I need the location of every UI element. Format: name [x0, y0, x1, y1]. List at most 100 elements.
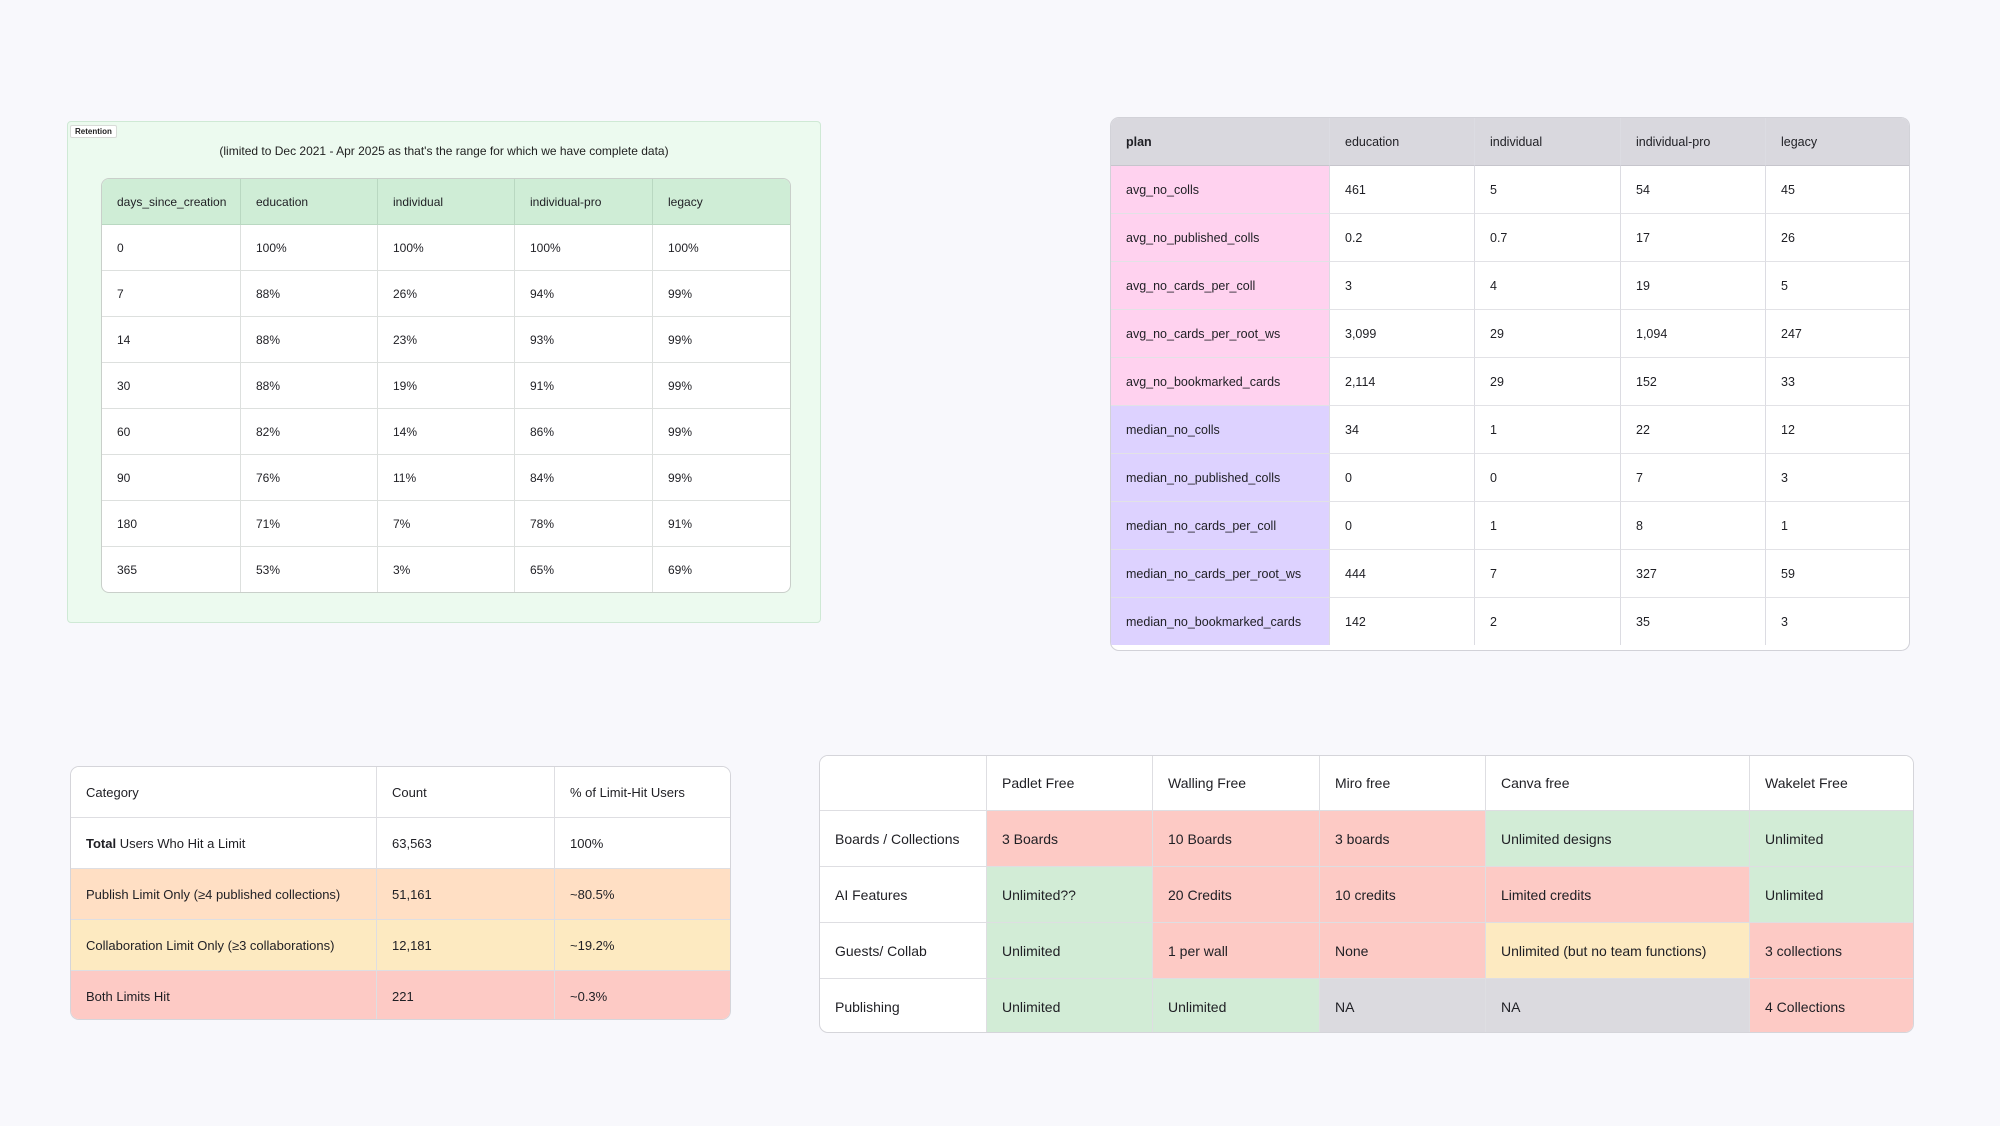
table-row: avg_no_cards_per_root_ws 3,099 29 1,094 …	[1111, 309, 1909, 357]
table-cell: 69%	[652, 546, 790, 592]
header-cell: Padlet Free	[986, 756, 1152, 811]
table-cell: Total Users Who Hit a Limit	[71, 818, 376, 868]
table-cell: 51,161	[376, 868, 554, 919]
table-row: median_no_published_colls 0 0 7 3	[1111, 453, 1909, 501]
table-row: avg_no_colls 461 5 54 45	[1111, 166, 1909, 213]
table-cell: Unlimited	[1749, 811, 1913, 866]
table-cell: 100%	[554, 818, 730, 868]
table-cell: 247	[1765, 309, 1909, 357]
retention-table[interactable]: days_since_creation education individual…	[101, 178, 791, 593]
table-cell: 7	[102, 270, 240, 316]
plan-metrics-table[interactable]: plan education individual individual-pro…	[1110, 117, 1910, 651]
table-header-row: days_since_creation education individual…	[102, 179, 790, 225]
row-label-cell: Boards / Collections	[835, 830, 960, 847]
metric-name-cell: median_no_bookmarked_cards	[1111, 597, 1329, 645]
table-cell: Publish Limit Only (≥4 published collect…	[71, 868, 376, 919]
table-cell: 22	[1620, 405, 1765, 453]
table-row: 0 100% 100% 100% 100%	[102, 225, 790, 270]
table-cell: 2,114	[1329, 357, 1474, 405]
header-cell: Canva free	[1485, 756, 1749, 811]
table-cell: 93%	[514, 316, 652, 362]
table-cell: 99%	[652, 408, 790, 454]
table-cell: 7%	[377, 500, 514, 546]
table-cell: Limited credits	[1485, 866, 1749, 922]
metric-name-cell: avg_no_cards_per_root_ws	[1111, 309, 1329, 357]
table-row: median_no_cards_per_coll 0 1 8 1	[1111, 501, 1909, 549]
table-cell: 45	[1765, 166, 1909, 213]
table-row: avg_no_published_colls 0.2 0.7 17 26	[1111, 213, 1909, 261]
table-cell: 1	[1474, 501, 1620, 549]
table-cell: ~80.5%	[554, 868, 730, 919]
table-cell: 7	[1474, 549, 1620, 597]
header-cell	[820, 756, 986, 811]
table-row: Publish Limit Only (≥4 published collect…	[71, 868, 730, 919]
table-cell: NA	[1319, 978, 1485, 1032]
table-cell: 76%	[240, 454, 377, 500]
table-cell: 60	[102, 408, 240, 454]
table-cell: 3	[1329, 261, 1474, 309]
table-cell: 82%	[240, 408, 377, 454]
table-row: 180 71% 7% 78% 91%	[102, 500, 790, 546]
table-header-row: Category Count % of Limit-Hit Users	[71, 767, 730, 818]
table-cell: 84%	[514, 454, 652, 500]
retention-note: (limited to Dec 2021 - Apr 2025 as that'…	[219, 144, 669, 158]
limit-hit-table[interactable]: Category Count % of Limit-Hit Users Tota…	[70, 766, 731, 1020]
metric-name-cell: median_no_cards_per_root_ws	[1111, 549, 1329, 597]
table-cell: 14%	[377, 408, 514, 454]
header-cell: education	[240, 179, 377, 225]
table-row: Publishing Unlimited Unlimited NA NA 4 C…	[820, 978, 1913, 1032]
table-cell: 65%	[514, 546, 652, 592]
table-row: Collaboration Limit Only (≥3 collaborati…	[71, 919, 730, 970]
table-cell: 0	[117, 240, 124, 255]
table-cell: 444	[1329, 549, 1474, 597]
table-cell: 53%	[240, 546, 377, 592]
table-cell: 12,181	[376, 919, 554, 970]
header-cell: plan	[1111, 118, 1329, 166]
table-cell: 29	[1474, 309, 1620, 357]
table-row: 365 53% 3% 65% 69%	[102, 546, 790, 592]
table-cell: 1,094	[1620, 309, 1765, 357]
table-cell: 91%	[652, 500, 790, 546]
header-cell: individual	[1474, 118, 1620, 166]
table-row: 14 88% 23% 93% 99%	[102, 316, 790, 362]
table-cell: 63,563	[376, 818, 554, 868]
table-cell: 99%	[652, 270, 790, 316]
header-cell: days_since_creation	[102, 179, 240, 225]
header-cell: % of Limit-Hit Users	[554, 767, 730, 818]
header-cell: individual-pro	[514, 179, 652, 225]
table-cell: 26%	[377, 270, 514, 316]
row-label-cell: Guests/ Collab	[820, 922, 986, 978]
metric-name-cell: median_no_colls	[1111, 405, 1329, 453]
table-row: median_no_cards_per_root_ws 444 7 327 59	[1111, 549, 1909, 597]
table-cell: 10 credits	[1319, 866, 1485, 922]
table-cell: 180	[102, 500, 240, 546]
table-row: avg_no_cards_per_coll 3 4 19 5	[1111, 261, 1909, 309]
header-cell: legacy	[652, 179, 790, 225]
table-cell: 3%	[377, 546, 514, 592]
table-cell: 3	[1765, 453, 1909, 501]
table-cell: 461	[1329, 166, 1474, 213]
table-cell: 99%	[652, 454, 790, 500]
table-cell: 11%	[377, 454, 514, 500]
retention-frame[interactable]: Retention (limited to Dec 2021 - Apr 202…	[67, 121, 821, 623]
table-header-row: plan education individual individual-pro…	[1111, 118, 1909, 166]
metric-name-cell: avg_no_colls	[1111, 166, 1329, 213]
table-row: Total Users Who Hit a Limit 63,563 100%	[71, 818, 730, 868]
frame-label[interactable]: Retention	[70, 125, 117, 138]
table-cell: 5	[1765, 261, 1909, 309]
competitor-comparison-table[interactable]: Padlet Free Walling Free Miro free Canva…	[819, 755, 1914, 1033]
header-cell: individual-pro	[1620, 118, 1765, 166]
table-cell: 5	[1474, 166, 1620, 213]
table-row: avg_no_bookmarked_cards 2,114 29 152 33	[1111, 357, 1909, 405]
table-cell: 20 Credits	[1152, 866, 1319, 922]
table-cell: 54	[1620, 166, 1765, 213]
table-cell: 1 per wall	[1152, 922, 1319, 978]
table-row: Both Limits Hit 221 ~0.3%	[71, 970, 730, 1019]
table-row: Boards / Collections 3 Boards 10 Boards …	[820, 811, 1913, 866]
table-cell: 10 Boards	[1152, 811, 1319, 866]
table-row: 7 88% 26% 94% 99%	[102, 270, 790, 316]
table-cell: 88%	[240, 362, 377, 408]
table-cell: 23%	[377, 316, 514, 362]
table-cell: 90	[102, 454, 240, 500]
table-cell: 100%	[652, 225, 790, 270]
